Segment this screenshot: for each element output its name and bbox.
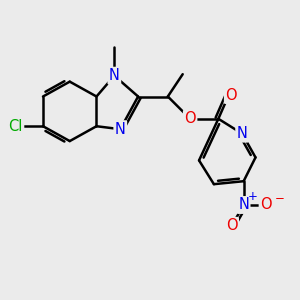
Text: O: O	[225, 88, 237, 103]
Text: +: +	[248, 190, 258, 203]
Text: N: N	[238, 197, 249, 212]
Text: −: −	[274, 192, 284, 205]
Text: N: N	[115, 122, 126, 137]
Text: O: O	[260, 197, 272, 212]
Text: O: O	[184, 111, 196, 126]
Text: N: N	[109, 68, 120, 83]
Text: O: O	[226, 218, 238, 233]
Text: Cl: Cl	[8, 119, 23, 134]
Text: N: N	[237, 126, 248, 141]
